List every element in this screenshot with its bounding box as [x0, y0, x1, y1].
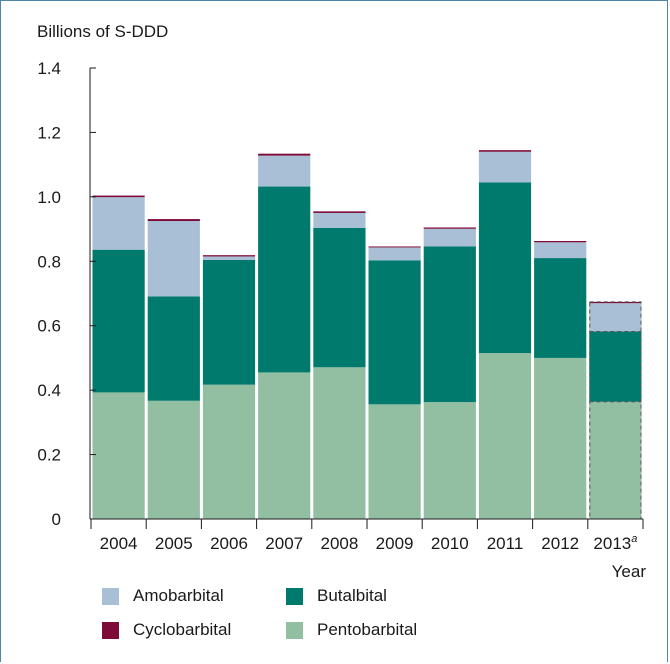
- x-tick-label-2006: 2006: [210, 534, 248, 553]
- stacked-bar-chart: Billions of S-DDD 0 0.2 0.4 0.6 0.8 1.0 1.2 1.4 2…: [37, 22, 647, 580]
- bar-butalbital-2010: [423, 246, 476, 403]
- legend-label-amobarbital: Amobarbital: [133, 586, 224, 605]
- bar-pentobarbital-2012: [534, 357, 587, 519]
- bar-butalbital-2006: [202, 259, 256, 385]
- bar-butalbital-2005: [147, 296, 200, 401]
- bar-cyclobarbital-2004: [92, 195, 145, 198]
- y-tick-label-0.6: 0.6: [37, 317, 61, 336]
- bar-amobarbital-2009: [368, 247, 421, 261]
- bar-pentobarbital-2009: [368, 404, 421, 519]
- legend-item-cyclobarbital: Cyclobarbital: [102, 620, 272, 640]
- legend: Amobarbital Butalbital Cyclobarbital Pentob…: [102, 586, 622, 640]
- x-tick-label-2005: 2005: [155, 534, 193, 553]
- bar-butalbital-2011: [478, 182, 532, 354]
- bar-amobarbital-2005: [147, 221, 200, 297]
- bar-amobarbital-2008: [313, 212, 366, 228]
- x-tick-label-2010: 2010: [431, 534, 469, 553]
- bar-butalbital-2007: [258, 186, 311, 373]
- bar-cyclobarbital-2007: [258, 153, 311, 156]
- legend-swatch-amobarbital: [102, 587, 119, 605]
- bar-amobarbital-2011: [478, 151, 532, 183]
- y-axis-label: Billions of S-DDD: [37, 22, 168, 41]
- bar-butalbital-2012: [534, 258, 587, 358]
- legend-swatch-cyclobarbital: [102, 621, 119, 639]
- legend-item-butalbital: Butalbital: [272, 586, 472, 606]
- x-tick-label-2004: 2004: [100, 534, 138, 553]
- bar-pentobarbital-2004: [92, 392, 145, 519]
- legend-label-cyclobarbital: Cyclobarbital: [133, 620, 232, 639]
- bar-cyclobarbital-2013: [589, 301, 642, 304]
- y-tick-label-1.0: 1.0: [37, 188, 61, 207]
- y-tick-label-1.4: 1.4: [37, 59, 61, 78]
- y-tick-label-0.4: 0.4: [37, 381, 61, 400]
- bar-amobarbital-2012: [534, 242, 587, 259]
- bar-cyclobarbital-2011: [478, 150, 532, 152]
- x-axis-label: Year: [612, 562, 647, 580]
- bar-pentobarbital-2011: [478, 353, 532, 519]
- projected-outline-2013: [589, 301, 642, 520]
- bar-cyclobarbital-2010: [423, 227, 476, 229]
- bar-cyclobarbital-2005: [147, 219, 200, 222]
- bar-cyclobarbital-2012: [534, 240, 587, 243]
- legend-swatch-pentobarbital: [286, 621, 303, 639]
- bar-amobarbital-2006: [202, 256, 256, 260]
- bar-amobarbital-2004: [92, 197, 145, 250]
- bar-cyclobarbital-2009: [368, 246, 421, 248]
- bar-pentobarbital-2007: [258, 372, 311, 519]
- y-tick-label-0: 0: [52, 510, 61, 529]
- x-tick-label-2007: 2007: [265, 534, 303, 553]
- legend-item-amobarbital: Amobarbital: [102, 586, 272, 606]
- bar-pentobarbital-2013: [589, 401, 642, 519]
- bar-amobarbital-2010: [423, 228, 476, 247]
- bar-butalbital-2013: [589, 331, 642, 402]
- y-tick-label-0.2: 0.2: [37, 446, 61, 465]
- legend-swatch-butalbital: [286, 587, 303, 605]
- legend-item-pentobarbital: Pentobarbital: [272, 620, 472, 640]
- x-tick-label-2012: 2012: [541, 534, 579, 553]
- bar-pentobarbital-2005: [147, 400, 200, 519]
- bar-pentobarbital-2008: [313, 367, 366, 519]
- legend-label-butalbital: Butalbital: [317, 586, 387, 605]
- bar-pentobarbital-2006: [202, 384, 256, 519]
- bar-amobarbital-2013: [589, 303, 642, 332]
- bar-pentobarbital-2010: [423, 402, 476, 519]
- x-tick-label-2011: 2011: [487, 534, 524, 553]
- bar-amobarbital-2007: [258, 155, 311, 187]
- bar-butalbital-2009: [368, 260, 421, 405]
- footnote-mark: a: [631, 533, 637, 545]
- bar-cyclobarbital-2006: [202, 255, 256, 257]
- bar-butalbital-2008: [313, 227, 366, 368]
- bar-cyclobarbital-2008: [313, 211, 366, 213]
- legend-label-pentobarbital: Pentobarbital: [317, 620, 418, 639]
- x-tick-label-2008: 2008: [320, 534, 358, 553]
- y-tick-label-1.2: 1.2: [37, 123, 61, 142]
- x-tick-label-2013: 2013a: [593, 533, 637, 553]
- bar-butalbital-2004: [92, 249, 145, 393]
- x-tick-label-2009: 2009: [376, 534, 414, 553]
- y-tick-label-0.8: 0.8: [37, 252, 61, 271]
